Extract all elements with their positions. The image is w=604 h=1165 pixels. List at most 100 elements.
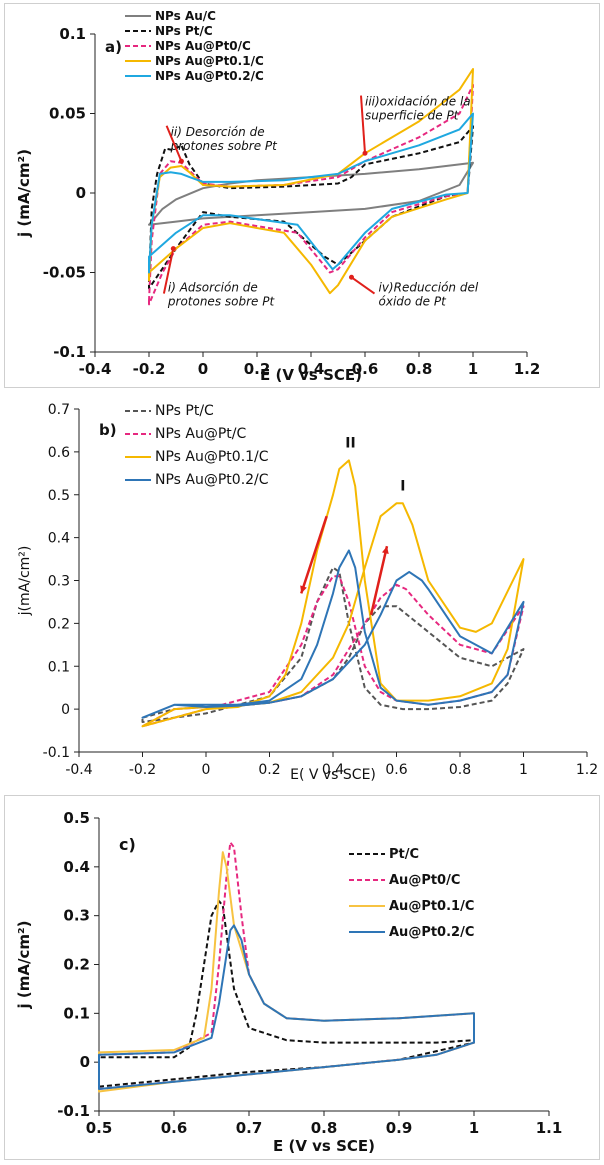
legend-label-2: NPs Au@Pt0/C [155, 39, 251, 53]
y-tick-label: 0.5 [48, 488, 70, 504]
x-tick-label: 0.2 [244, 360, 271, 378]
y-tick-label: 0.7 [48, 402, 70, 418]
y-tick-label: -0.1 [43, 745, 70, 761]
y-tick-label: 0 [61, 702, 70, 718]
legend-label-2: NPs Au@Pt0.1/C [155, 449, 269, 465]
sweep-arrowhead-1 [381, 546, 389, 555]
annotation-text-2: i) Adsorción de [168, 281, 258, 295]
panel-label: b) [99, 421, 117, 439]
y-tick-label: 0.6 [48, 445, 70, 461]
annotation-arrow [162, 248, 175, 294]
y-tick-label: 0 [76, 184, 86, 202]
x-tick-label: 0.8 [406, 360, 433, 378]
legend-label-3: NPs Au@Pt0.2/C [155, 472, 269, 488]
y-tick-label: 0.3 [48, 574, 70, 590]
x-tick-label: -0.4 [79, 360, 112, 378]
series-line-1 [141, 575, 525, 728]
x-tick-label: 0.2 [258, 762, 280, 778]
annotation-text-1: superficie de Pt [365, 109, 460, 123]
annotation-text-0: ii) Desorción de [171, 125, 265, 139]
x-tick-label: 0.6 [161, 1119, 188, 1137]
annotation-text-0: protones sobre Pt [170, 139, 279, 153]
legend-label-2: Au@Pt0.1/C [389, 899, 474, 914]
panel-label: c) [119, 835, 136, 854]
x-tick-label: -0.2 [133, 360, 166, 378]
chart-a: -0.4 -0.2 0 0.2 0.4 0.6 0.8 1 1.2 0.1 0.05 0 -0.05 -0… [15, 9, 541, 384]
x-tick-label: 1 [519, 762, 528, 778]
annotation-text-2: protones sobre Pt [167, 295, 276, 309]
x-tick-label: 0.6 [352, 360, 379, 378]
sweep-arrowhead-0 [300, 585, 307, 594]
y-tick-label: -0.1 [57, 1102, 90, 1120]
annotation-arrowhead [178, 158, 184, 164]
x-axis-title: E( V vs SCE) [290, 767, 376, 783]
annotation-arrowhead [362, 150, 368, 156]
chart-b: -0.4 -0.2 0 0.2 0.4 0.6 0.8 1 1.2 0.7 0.6 0.5 0.4 0.3… [17, 402, 598, 783]
series-line-3 [98, 924, 475, 1090]
y-tick-label: 0.3 [63, 907, 90, 925]
series-line-3 [148, 68, 474, 295]
legend-label-0: NPs Au/C [155, 9, 216, 23]
panel-c: 0.5 0.6 0.7 0.8 0.9 1 1.1 0.5 0.4 0.3 0.2 0.1 0 -0.1 E… [4, 795, 600, 1160]
y-tick-label: 0 [80, 1053, 90, 1071]
annotation-text-1: iii)oxidación de la [365, 95, 471, 109]
annotation-arrow [350, 276, 376, 295]
series-line-0 [98, 900, 475, 1088]
x-tick-label: 0.4 [322, 762, 344, 778]
y-tick-label: 0.1 [48, 659, 70, 675]
panel-b: -0.4 -0.2 0 0.2 0.4 0.6 0.8 1 1.2 0.7 0.6 0.5 0.4 0.3… [4, 393, 600, 786]
y-tick-label: 0.5 [63, 809, 90, 827]
series-line-2 [141, 459, 525, 728]
x-axis-title: E (V vs SCE) [260, 366, 362, 384]
x-axis-title: E (V vs SCE) [273, 1137, 375, 1155]
sweep-arrow-1 [369, 545, 389, 616]
x-tick-label: 0.9 [386, 1119, 413, 1137]
x-tick-label: 1.1 [536, 1119, 563, 1137]
y-tick-label: 0.4 [48, 531, 70, 547]
annotation-text-0: II [345, 436, 355, 452]
annotation-arrowhead [170, 246, 176, 252]
y-tick-label: 0.2 [48, 616, 70, 632]
x-tick-label: 1.2 [514, 360, 541, 378]
panel-label: a) [105, 38, 122, 56]
x-tick-label: 0.5 [86, 1119, 113, 1137]
annotation-text-3: iv)Reducción del [379, 281, 479, 295]
y-axis-title: j(mA/cm²) [17, 546, 33, 617]
y-tick-label: -0.05 [43, 264, 86, 282]
x-tick-label: 0 [198, 360, 208, 378]
legend-label-0: Pt/C [389, 847, 419, 862]
x-tick-label: 1.2 [576, 762, 598, 778]
legend-label-1: Au@Pt0/C [389, 873, 460, 888]
legend-label-3: NPs Au@Pt0.1/C [155, 54, 264, 68]
series-line-1 [148, 125, 474, 290]
y-tick-label: -0.1 [53, 343, 86, 361]
y-tick-label: 0.4 [63, 858, 90, 876]
legend-label-4: NPs Au@Pt0.2/C [155, 69, 264, 83]
panel-a: -0.4 -0.2 0 0.2 0.4 0.6 0.8 1 1.2 0.1 0.05 0 -0.05 -0… [4, 3, 600, 388]
annotation-arrow [165, 125, 183, 162]
sweep-arrow-0 [300, 515, 328, 594]
legend-label-1: NPs Au@Pt/C [155, 426, 247, 442]
x-tick-label: 0 [202, 762, 211, 778]
chart-c: 0.5 0.6 0.7 0.8 0.9 1 1.1 0.5 0.4 0.3 0.2 0.1 0 -0.1 E… [15, 809, 563, 1155]
x-tick-label: 0.4 [298, 360, 325, 378]
x-tick-label: 1 [469, 1119, 479, 1137]
annotation-text-3: óxido de Pt [379, 295, 448, 309]
y-tick-label: 0.05 [49, 105, 86, 123]
series-line-0 [148, 161, 474, 226]
legend-label-0: NPs Pt/C [155, 403, 214, 419]
legend-label-1: NPs Pt/C [155, 24, 213, 38]
x-tick-label: -0.4 [65, 762, 92, 778]
y-tick-label: 0.2 [63, 956, 90, 974]
series-line-3 [141, 549, 525, 719]
legend-label-3: Au@Pt0.2/C [389, 925, 474, 940]
x-tick-label: -0.2 [129, 762, 156, 778]
x-tick-label: 1 [468, 360, 478, 378]
y-axis-title: j (mA/cm²) [15, 149, 33, 238]
annotation-text-1: I [400, 478, 405, 494]
annotation-arrowhead [349, 274, 354, 280]
x-tick-label: 0.8 [311, 1119, 338, 1137]
y-tick-label: 0.1 [59, 25, 86, 43]
x-tick-label: 0.8 [449, 762, 471, 778]
series-line-4 [148, 112, 474, 274]
